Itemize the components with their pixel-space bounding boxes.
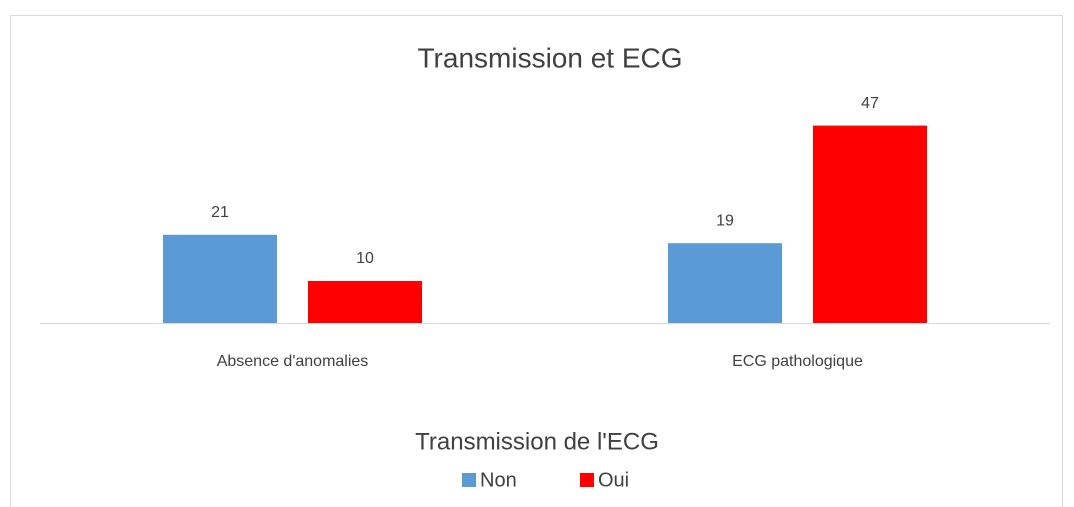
data-label: 21 — [211, 204, 229, 221]
legend-swatch — [462, 473, 476, 487]
bar — [163, 234, 277, 323]
x-tick-label: Absence d'anomalies — [217, 353, 369, 370]
data-label: 47 — [861, 95, 879, 112]
x-tick-label: ECG pathologique — [732, 353, 863, 370]
bar — [308, 281, 422, 323]
bar — [813, 125, 927, 323]
legend-swatch — [580, 473, 594, 487]
legend-label: Oui — [598, 469, 629, 491]
legend-title: Transmission de l'ECG — [415, 428, 659, 455]
data-label: 10 — [356, 250, 374, 267]
legend-label: Non — [480, 469, 517, 491]
bar — [668, 243, 782, 323]
data-label: 19 — [716, 212, 734, 229]
chart-title: Transmission et ECG — [417, 42, 682, 73]
